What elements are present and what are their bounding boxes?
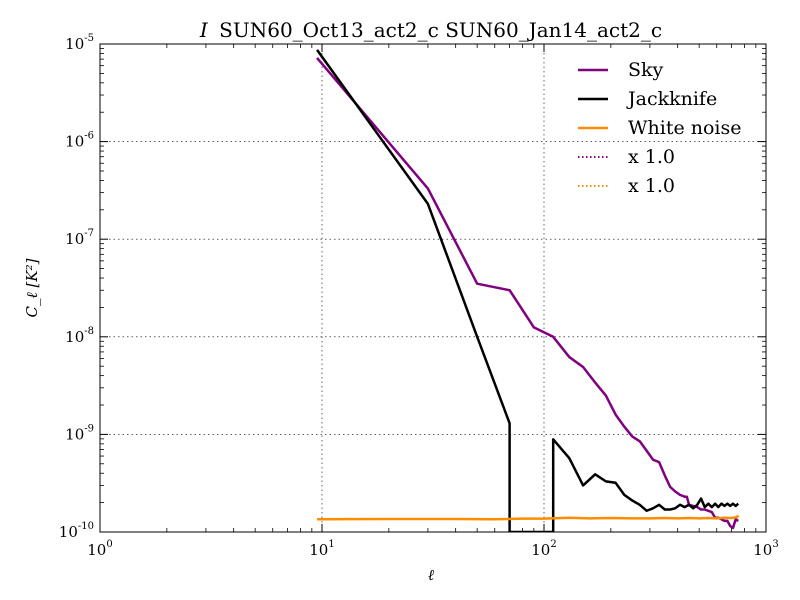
y-tick-label: 10-6 <box>65 131 94 151</box>
y-tick-exponent: -7 <box>84 228 94 239</box>
y-tick-exponent: -9 <box>84 423 94 434</box>
y-tick-base: 10 <box>65 425 84 443</box>
y-tick-label: 10-9 <box>65 423 94 443</box>
legend-entry: Sky <box>578 59 664 81</box>
x-tick-exponent: 0 <box>106 539 112 550</box>
x-tick-base: 10 <box>309 541 328 559</box>
y-tick-base: 10 <box>65 35 84 53</box>
x-tick-base: 10 <box>753 541 772 559</box>
series-lines <box>316 49 740 532</box>
title-prefix: I <box>199 18 209 42</box>
title-text: SUN60_Oct13_act2_c SUN60_Jan14_act2_c <box>219 18 662 42</box>
series-line-white-noise <box>317 514 740 521</box>
x-tick-exponent: 3 <box>772 539 778 550</box>
y-tick-base: 10 <box>65 133 84 151</box>
y-tick-label: 10-8 <box>65 326 94 346</box>
x-tick-exponent: 1 <box>328 539 334 550</box>
x-tick-exponent: 2 <box>550 539 556 550</box>
y-tick-base: 10 <box>65 230 84 248</box>
y-tick-base: 10 <box>65 328 84 346</box>
legend-label: Jackknife <box>626 88 717 110</box>
x-tick-base: 10 <box>531 541 550 559</box>
x-axis-label: ℓ <box>428 566 434 584</box>
y-tick-base: 10 <box>59 523 78 541</box>
chart-title: I SUN60_Oct13_act2_c SUN60_Jan14_act2_c <box>199 18 662 42</box>
y-axis-label: C_ℓ [K²] <box>23 258 41 317</box>
y-tick-label: 10-7 <box>65 228 94 248</box>
grid <box>100 44 766 532</box>
legend-entry: x 1.0 <box>578 146 675 168</box>
legend-label: Sky <box>628 59 664 81</box>
legend-label: White noise <box>628 117 742 139</box>
y-tick-label: 10-5 <box>65 33 94 53</box>
plot-frame <box>99 43 767 533</box>
ticks <box>99 43 767 533</box>
legend-label: x 1.0 <box>628 146 675 168</box>
y-tick-exponent: -5 <box>84 33 94 44</box>
legend-label: x 1.0 <box>628 175 675 197</box>
y-tick-exponent: -8 <box>84 326 94 337</box>
x-tick-label: 100 <box>87 539 112 559</box>
x-tick-label: 101 <box>309 539 334 559</box>
legend-entry: x 1.0 <box>578 175 675 197</box>
series-line-jackknife <box>316 49 740 532</box>
x-tick-label: 103 <box>753 539 778 559</box>
legend-entry: Jackknife <box>578 88 717 110</box>
y-tick-exponent: -6 <box>84 131 94 142</box>
y-tick-label: 10-10 <box>59 521 94 541</box>
legend: Sky Jackknife White noise x 1.0 x 1.0 <box>578 59 742 197</box>
legend-entry: White noise <box>578 117 742 139</box>
y-tick-exponent: -10 <box>78 521 94 532</box>
x-tick-base: 10 <box>87 541 106 559</box>
x-tick-label: 102 <box>531 539 556 559</box>
